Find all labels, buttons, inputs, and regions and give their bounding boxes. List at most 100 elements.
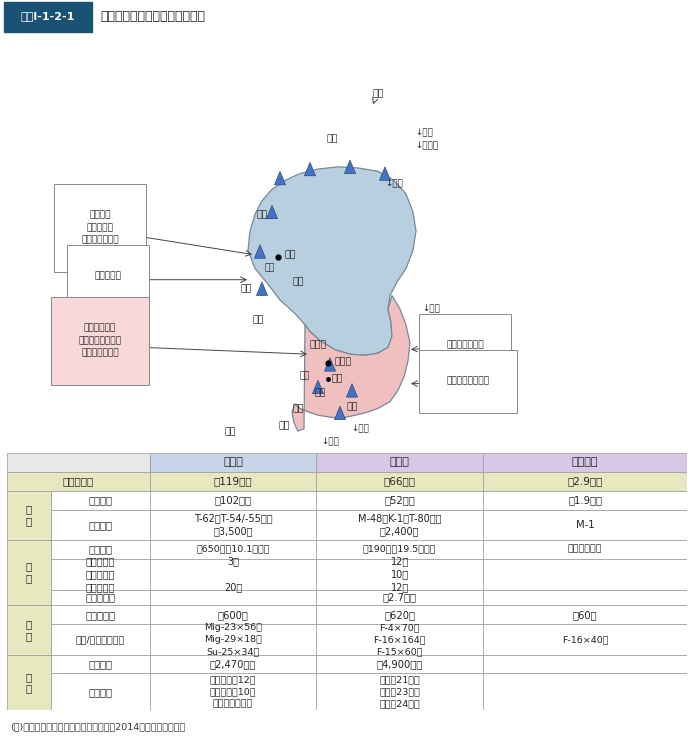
Text: 空軍司令部: 空軍司令部 xyxy=(94,272,121,280)
Text: 平壌: 平壌 xyxy=(285,250,296,259)
Text: ↓釜山: ↓釜山 xyxy=(351,424,369,433)
Bar xyxy=(483,510,687,539)
Polygon shape xyxy=(324,357,336,372)
Polygon shape xyxy=(255,245,266,258)
Text: 約650隻　10.1万トン: 約650隻 10.1万トン xyxy=(196,545,270,554)
Bar xyxy=(150,471,316,491)
Text: 北朝鮮: 北朝鮮 xyxy=(223,457,243,467)
Text: M-1: M-1 xyxy=(576,520,594,530)
Text: T-62、T-54/-55など
約3,500両: T-62、T-54/-55など 約3,500両 xyxy=(194,513,272,536)
Text: 光州: 光州 xyxy=(278,421,290,430)
Polygon shape xyxy=(312,380,323,394)
Bar xyxy=(4,1,92,32)
Text: ソウル: ソウル xyxy=(335,357,353,366)
Bar xyxy=(150,589,316,605)
Text: 艦　　艇: 艦 艇 xyxy=(88,544,112,554)
Bar xyxy=(7,471,150,491)
Text: 中和: 中和 xyxy=(264,263,276,273)
Text: 海
軍: 海 軍 xyxy=(26,562,32,583)
Text: 約2.9万人: 約2.9万人 xyxy=(568,476,602,486)
Text: 議政府: 議政府 xyxy=(310,340,327,349)
Bar xyxy=(316,491,483,510)
Text: 漁郎: 漁郎 xyxy=(372,90,384,98)
Bar xyxy=(51,624,150,655)
Text: 約620機: 約620機 xyxy=(384,609,415,620)
Text: 大邱: 大邱 xyxy=(346,403,357,412)
Bar xyxy=(150,655,316,674)
Text: 約4,900万人: 約4,900万人 xyxy=(377,659,423,669)
Text: F-4×70機
F-16×164機
F-15×60機: F-4×70機 F-16×164機 F-15×60機 xyxy=(373,624,426,656)
Text: ↓馬養島: ↓馬養島 xyxy=(415,142,438,151)
Bar xyxy=(483,674,687,710)
Bar xyxy=(316,655,483,674)
Bar xyxy=(150,559,316,589)
Text: 空
軍: 空 軍 xyxy=(26,619,32,641)
Text: 約1.9万人: 約1.9万人 xyxy=(568,495,602,506)
Bar xyxy=(316,453,483,471)
Text: 支援部隊のみ: 支援部隊のみ xyxy=(568,545,602,554)
Bar xyxy=(150,491,316,510)
Text: 約190隻　19.5万トン: 約190隻 19.5万トン xyxy=(363,545,437,554)
Text: 在韓米軍: 在韓米軍 xyxy=(572,457,598,467)
Text: Mig-23×56機
Mig-29×18機
Su-25×34機: Mig-23×56機 Mig-29×18機 Su-25×34機 xyxy=(204,624,262,656)
Bar xyxy=(7,605,51,655)
Text: 海　兵　隊: 海 兵 隊 xyxy=(85,592,115,602)
Text: (注)　資料は、「ミリタリーバランス（2014）」などによる。: (注) 資料は、「ミリタリーバランス（2014）」などによる。 xyxy=(10,722,185,731)
Text: 総参謀部
海軍司令部
平壌防衛司令部: 総参謀部 海軍司令部 平壌防衛司令部 xyxy=(81,211,119,245)
Bar xyxy=(316,674,483,710)
Text: 木浦: 木浦 xyxy=(224,427,236,436)
Polygon shape xyxy=(256,282,268,295)
Text: 貢州: 貢州 xyxy=(292,278,304,286)
Text: 水原: 水原 xyxy=(332,374,344,383)
Text: 第３/４世代戦闘機: 第３/４世代戦闘機 xyxy=(76,635,125,645)
Bar xyxy=(150,453,316,471)
Text: 参
考: 参 考 xyxy=(26,672,32,694)
Polygon shape xyxy=(266,205,278,219)
Text: 作　戦　機: 作 戦 機 xyxy=(85,609,115,620)
Text: 約2,470万人: 約2,470万人 xyxy=(210,659,256,669)
Bar xyxy=(483,605,687,624)
Bar xyxy=(316,559,483,589)
Text: 約2.7万人: 約2.7万人 xyxy=(382,592,416,602)
Polygon shape xyxy=(292,295,410,431)
Bar xyxy=(51,491,150,510)
Text: 群山: 群山 xyxy=(292,405,304,414)
Bar xyxy=(316,471,483,491)
Bar xyxy=(150,624,316,655)
Text: 陸軍　５～12年
海軍　５～10年
空軍　３～４年: 陸軍 ５～12年 海軍 ５～10年 空軍 ３～４年 xyxy=(210,675,256,708)
Bar xyxy=(51,539,150,559)
Bar xyxy=(483,471,687,491)
Text: 約119万人: 約119万人 xyxy=(214,476,253,486)
Bar xyxy=(51,510,150,539)
Bar xyxy=(7,453,150,471)
Bar xyxy=(51,559,150,589)
Bar xyxy=(483,655,687,674)
Text: 国連軍司令部
米韓連合軍司令部
在韓米軍司令部: 国連軍司令部 米韓連合軍司令部 在韓米軍司令部 xyxy=(78,324,121,357)
Text: 平沢: 平沢 xyxy=(300,371,310,380)
Text: ↓墨湖: ↓墨湖 xyxy=(422,304,440,313)
Text: 総　兵　力: 総 兵 力 xyxy=(62,476,94,486)
Text: 沙中: 沙中 xyxy=(252,316,264,325)
Bar xyxy=(51,589,150,605)
Text: ↓鎮海: ↓鎮海 xyxy=(321,438,339,447)
Text: 駆　逐　艦
フリゲート
潜　水　艦: 駆 逐 艦 フリゲート 潜 水 艦 xyxy=(86,556,115,592)
Text: 朝鮮半島における軍事力の対峙: 朝鮮半島における軍事力の対峙 xyxy=(100,10,205,22)
Text: 戦　　車: 戦 車 xyxy=(88,520,112,530)
Bar xyxy=(150,539,316,559)
Text: 陸上兵力: 陸上兵力 xyxy=(88,495,112,506)
Polygon shape xyxy=(344,160,355,174)
Polygon shape xyxy=(346,383,357,397)
Text: 徳山: 徳山 xyxy=(326,134,338,142)
Text: 兵　　役: 兵 役 xyxy=(88,687,112,697)
Text: 韓　国: 韓 国 xyxy=(390,457,409,467)
Bar xyxy=(51,655,150,674)
Bar xyxy=(316,624,483,655)
Bar xyxy=(483,539,687,559)
Text: 价川: 价川 xyxy=(256,210,268,219)
Bar xyxy=(150,674,316,710)
Polygon shape xyxy=(305,163,316,176)
Text: 陸軍　21か月
海軍　23か月
空軍　24か月: 陸軍 21か月 海軍 23か月 空軍 24か月 xyxy=(380,675,420,708)
Bar xyxy=(7,539,51,605)
Bar xyxy=(483,491,687,510)
Bar xyxy=(316,539,483,559)
